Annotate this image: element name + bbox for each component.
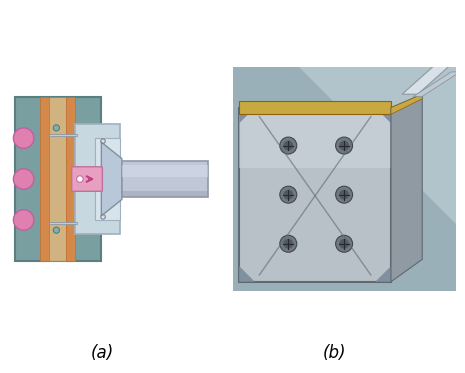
Polygon shape <box>239 108 255 123</box>
Circle shape <box>280 137 297 154</box>
FancyBboxPatch shape <box>40 97 49 261</box>
Circle shape <box>280 186 297 203</box>
Polygon shape <box>391 94 422 114</box>
FancyBboxPatch shape <box>49 97 66 261</box>
Circle shape <box>53 125 60 131</box>
Circle shape <box>336 137 352 154</box>
Circle shape <box>283 141 293 150</box>
Polygon shape <box>299 68 456 224</box>
Circle shape <box>13 169 34 189</box>
Circle shape <box>283 190 293 200</box>
Circle shape <box>77 176 83 182</box>
Circle shape <box>280 235 297 252</box>
Text: (b): (b) <box>323 344 346 362</box>
Polygon shape <box>101 142 122 216</box>
Circle shape <box>336 186 352 203</box>
FancyBboxPatch shape <box>122 165 208 177</box>
FancyBboxPatch shape <box>95 138 120 220</box>
FancyBboxPatch shape <box>15 97 101 261</box>
Polygon shape <box>375 266 391 282</box>
FancyBboxPatch shape <box>232 68 456 291</box>
Circle shape <box>339 239 349 249</box>
Circle shape <box>339 190 349 200</box>
Text: (a): (a) <box>91 344 114 362</box>
FancyBboxPatch shape <box>72 167 102 191</box>
Polygon shape <box>375 108 391 123</box>
Circle shape <box>13 128 34 148</box>
FancyBboxPatch shape <box>48 222 77 225</box>
FancyBboxPatch shape <box>239 108 391 168</box>
Polygon shape <box>391 94 422 282</box>
Circle shape <box>339 141 349 150</box>
FancyBboxPatch shape <box>239 108 391 282</box>
Circle shape <box>53 227 60 233</box>
Polygon shape <box>239 266 255 282</box>
Polygon shape <box>413 72 460 97</box>
FancyBboxPatch shape <box>122 161 208 197</box>
FancyBboxPatch shape <box>66 97 75 261</box>
FancyBboxPatch shape <box>48 134 77 137</box>
FancyBboxPatch shape <box>122 191 208 197</box>
Polygon shape <box>402 56 460 94</box>
FancyBboxPatch shape <box>239 101 391 114</box>
FancyBboxPatch shape <box>75 124 120 234</box>
Circle shape <box>336 235 352 252</box>
Circle shape <box>283 239 293 249</box>
Circle shape <box>13 210 34 230</box>
